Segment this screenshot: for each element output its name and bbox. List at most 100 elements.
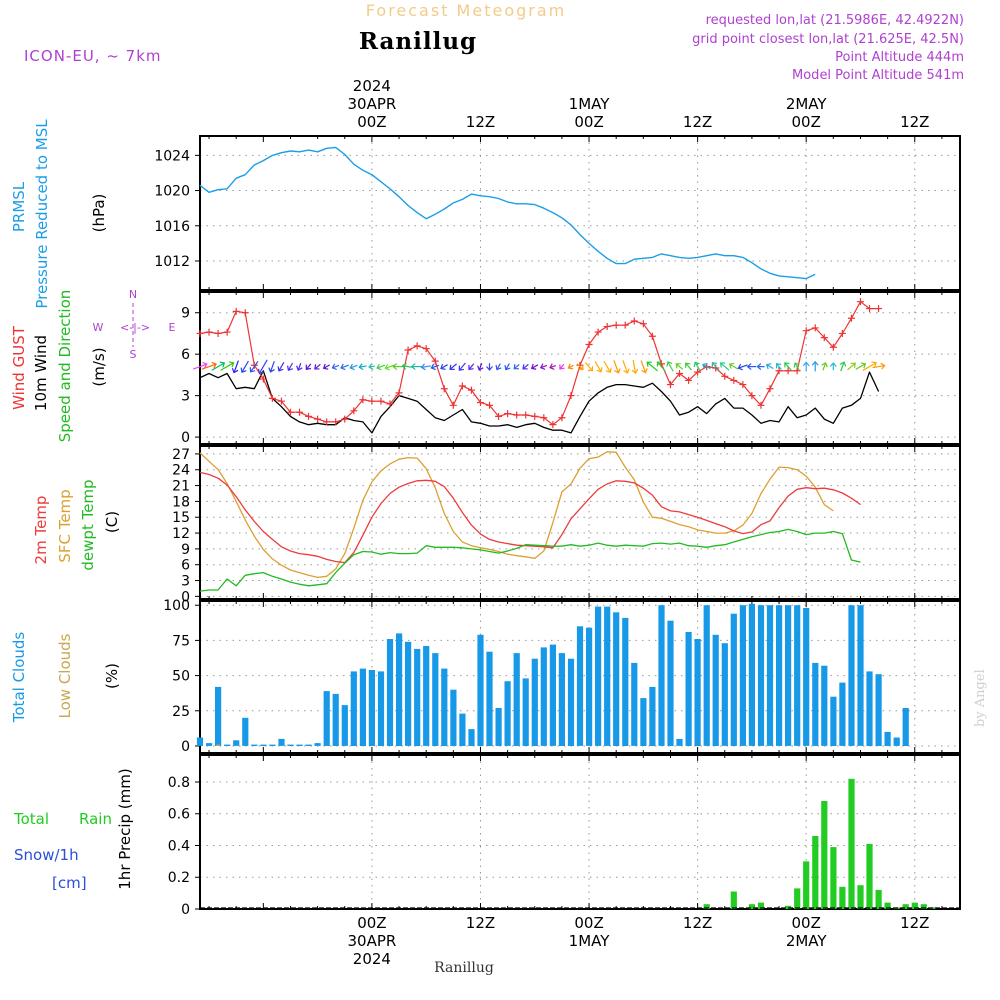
wind-direction-arrow [622,360,630,374]
precip-ytick-label: 0 [181,902,190,918]
total-cloud-bar [341,705,348,746]
wind-arrow-head [549,363,555,370]
wind-arrow-shaft [657,361,666,372]
wind-gust-marker [404,346,412,354]
wind-direction-arrow [666,361,674,372]
axes-layer [195,135,961,910]
wind-gust-marker [621,321,629,329]
total-cloud-bar [414,648,421,746]
wind-arrow-head [458,365,465,371]
wind-arrow-shaft [513,364,520,370]
wind-gust-marker [395,389,403,397]
temp-ytick-label: 0 [181,589,190,605]
total-cloud-bar [368,670,375,746]
top-time-label: 2MAY [786,95,828,113]
wind-arrow-head [784,362,790,368]
compass-east: E [169,321,176,334]
wind-direction-arrow [220,361,235,371]
wind-arrow-head [539,363,546,370]
total-cloud-bar [730,613,737,746]
wind-arrow-shaft [220,362,234,371]
precip-bar [902,904,909,909]
wind-gust-marker [721,372,729,380]
total-cloud-bar [766,605,774,746]
wind-arrow-head [305,364,312,370]
wind-arrow-shaft [458,362,466,371]
wind-arrow-shaft [840,361,845,372]
wind-arrow-head [839,361,847,367]
wind-arrow-head [871,361,877,368]
wind-gust-marker [259,375,267,383]
data-layer [0,0,960,909]
precip-bar [839,886,846,909]
wind-gust-marker [676,370,684,378]
wind-gust-marker [341,415,349,423]
total-cloud-bar [269,744,276,746]
wind-gust-marker [784,367,792,375]
temp-ytick-label: 15 [172,510,190,526]
temp-ytick-label: 6 [181,558,190,574]
pressure-label-msl: Pressure Reduced to MSL [33,119,51,309]
wind-gust-marker [476,399,484,407]
wind-gust-marker [458,382,466,390]
total-cloud-bar [332,693,339,746]
pressure-panel-frame [199,135,961,291]
wind-direction-arrow [737,363,748,371]
wind-arrow-shaft [314,363,321,370]
total-cloud-bar [893,737,900,746]
precip-bar [730,891,737,909]
sfc-temp-line [199,451,834,579]
wind-arrow-shaft [540,364,548,369]
precip-ytick-label: 0.8 [168,775,190,791]
wind-direction-arrow [775,363,782,370]
wind-gust-marker [603,323,611,331]
wind-gust-marker [730,376,738,384]
total-cloud-bar [576,626,584,746]
wind-arrow-shaft [862,362,877,371]
wind-arrow-head [504,364,511,371]
total-cloud-bar [540,647,547,746]
wind-direction-arrow [384,363,395,371]
pressure-ytick-label: 1012 [154,254,190,270]
wind-gust-marker [205,328,213,336]
total-cloud-bar [703,605,710,746]
wind-direction-arrow [305,363,312,370]
precip-bar [812,836,819,909]
top-time-label: 00Z [792,113,821,131]
wind-arrow-head [746,363,752,371]
precip-bar [875,889,882,909]
total-cloud-bar [803,608,810,746]
wind-direction-arrow [257,359,268,375]
wind-arrow-shaft [603,360,611,373]
total-cloud-bar [314,743,321,746]
wind-gust-marker [639,320,647,328]
total-cloud-bar [468,729,475,746]
total-cloud-bar [902,708,909,746]
wind-direction-arrow [449,363,457,370]
wind-direction-arrow [646,361,658,372]
wind-gust-line [199,301,879,426]
wind-arrow-shaft [297,362,302,371]
wind-gust-marker [757,401,765,409]
low-cloud-bar [216,744,220,746]
wind-direction-arrow [193,361,208,370]
total-cloud-bar [450,689,457,746]
wind-gust-marker [277,397,285,405]
wind-arrow-head [368,363,374,370]
total-cloud-bar [233,740,240,746]
total-cloud-bar [712,634,719,746]
precip-bar [821,801,828,909]
wind-arrow-shaft [675,363,684,370]
temp-ytick-label: 3 [181,574,190,590]
wind-direction-arrow [765,363,774,370]
wind-gust-marker [847,314,855,322]
wind-gust-marker [748,392,756,400]
temp-ytick-label: 9 [181,542,190,558]
temp-ytick-label: 18 [172,494,190,510]
wind-direction-arrow [603,360,612,373]
wind-arrow-shaft [269,361,275,373]
wind-direction-arrow [240,360,249,373]
wind-arrow-head [340,363,346,371]
pressure-ytick-label: 1020 [154,184,190,200]
total-cloud-bar [821,665,828,746]
